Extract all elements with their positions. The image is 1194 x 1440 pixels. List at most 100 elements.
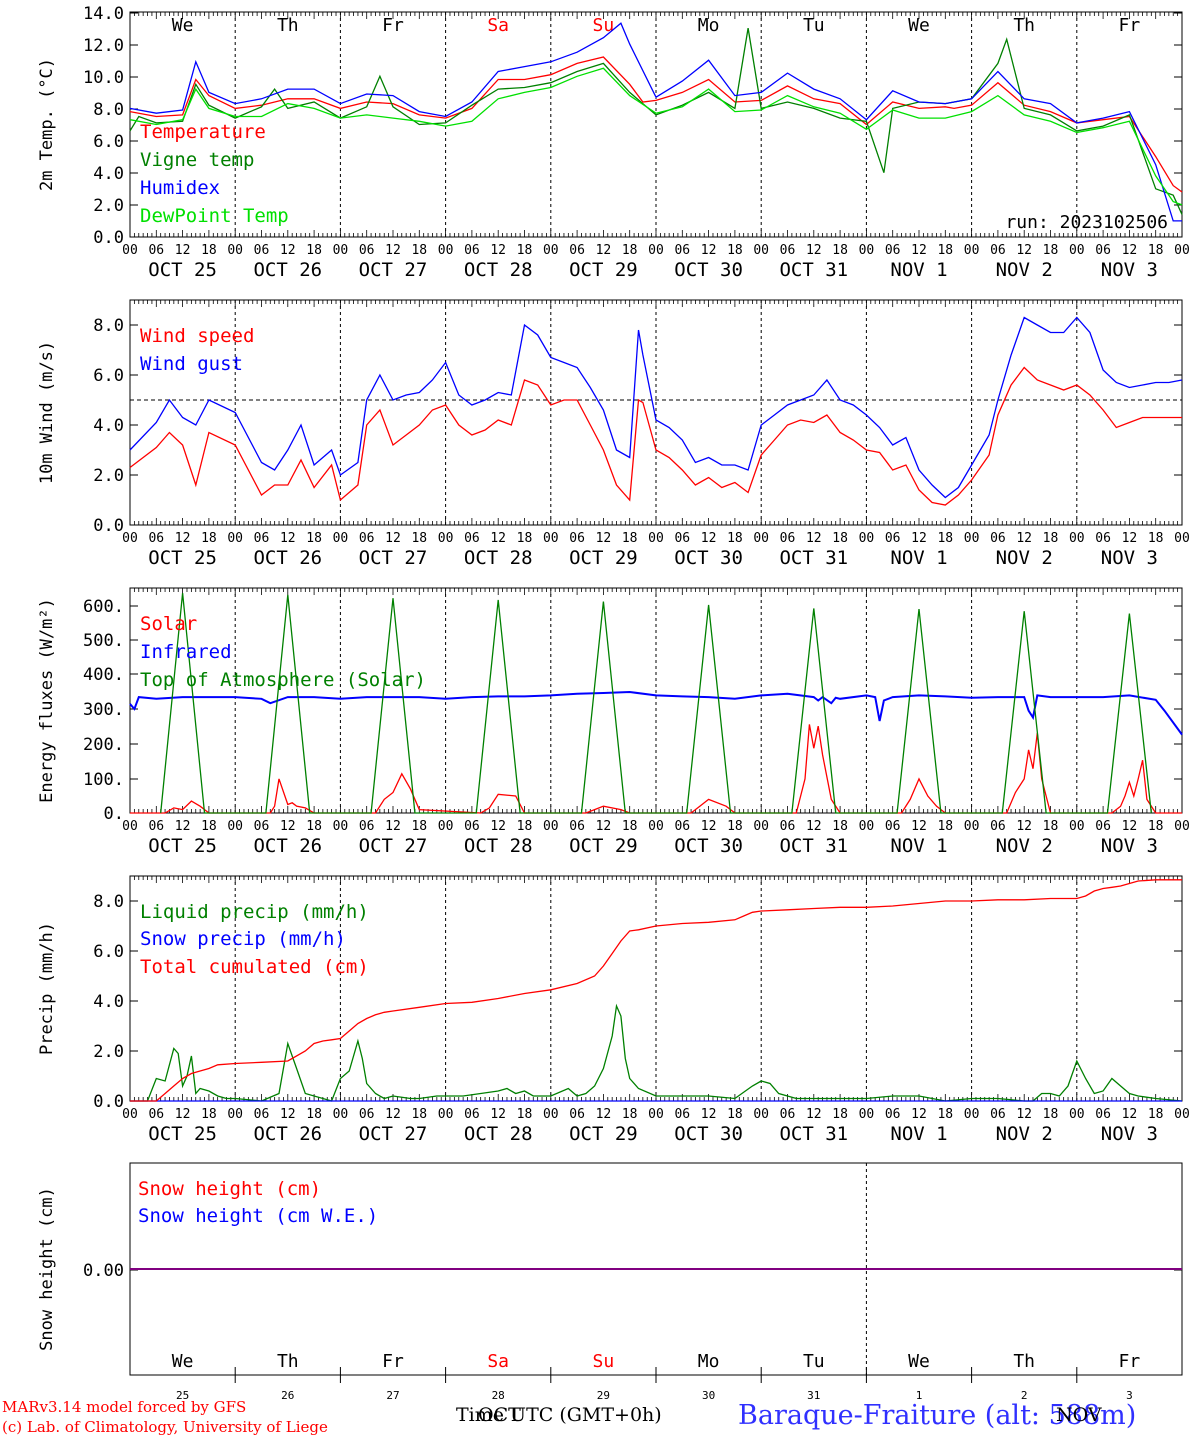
date-label: OCT 27 (359, 1123, 428, 1145)
hour-label: 12 (175, 819, 191, 834)
hour-label: 00 (1069, 243, 1085, 258)
hour-label: 18 (411, 243, 427, 258)
weekday-label: Mo (698, 1351, 720, 1372)
hour-label: 00 (543, 531, 559, 546)
hour-label: 06 (674, 1107, 690, 1122)
hour-label: 06 (254, 243, 270, 258)
date-label: NOV 3 (1101, 547, 1158, 569)
series-line-2 (129, 22, 1182, 222)
hour-label: 12 (596, 819, 612, 834)
hour-label: 06 (464, 819, 480, 834)
hour-label: 12 (806, 819, 822, 834)
date-label: NOV 3 (1101, 835, 1158, 857)
hour-label: 00 (333, 531, 349, 546)
y-tick-label: 2.0 (93, 196, 124, 216)
date-label: OCT 25 (148, 835, 217, 857)
date-label: NOV 1 (890, 259, 947, 281)
legend-entry: Infrared (140, 641, 232, 663)
hour-label: 00 (1174, 531, 1190, 546)
hour-label: 00 (859, 1107, 875, 1122)
y-tick-label: 100. (83, 770, 124, 790)
hour-label: 18 (832, 531, 848, 546)
hour-label: 18 (1043, 531, 1059, 546)
hour-label: 00 (1069, 531, 1085, 546)
hour-label: 12 (1122, 531, 1138, 546)
weekday-label: Su (593, 1351, 615, 1372)
series-line-1 (129, 27, 1183, 215)
date-label: NOV 2 (996, 835, 1053, 857)
series-line-2 (130, 879, 1182, 1102)
y-tick-label: 4.0 (93, 164, 124, 184)
hour-label: 06 (359, 819, 375, 834)
hour-label: 18 (832, 243, 848, 258)
y-tick-label: 400. (83, 665, 124, 685)
hour-label: 18 (517, 531, 533, 546)
hour-label: 00 (753, 819, 769, 834)
hour-label: 12 (596, 243, 612, 258)
date-label: NOV 1 (890, 1123, 947, 1145)
date-label: OCT 31 (779, 835, 848, 857)
date-label: NOV 2 (996, 547, 1053, 569)
legend-entry: Solar (140, 613, 197, 635)
hour-label: 06 (254, 531, 270, 546)
hour-label: 12 (596, 1107, 612, 1122)
hour-label: 00 (964, 1107, 980, 1122)
hour-label: 06 (464, 1107, 480, 1122)
y-tick-label: 0.0 (93, 228, 124, 248)
hour-label: 18 (517, 1107, 533, 1122)
hour-label: 06 (674, 819, 690, 834)
hour-label: 06 (359, 531, 375, 546)
date-label: OCT 30 (674, 547, 743, 569)
panel-frame (129, 299, 1183, 526)
hour-label: 12 (490, 1107, 506, 1122)
hour-label: 00 (122, 819, 138, 834)
hour-label: 12 (280, 1107, 296, 1122)
weekday-label: We (908, 15, 930, 36)
hour-label: 18 (832, 819, 848, 834)
legend-entry: Temperature (140, 121, 266, 143)
hour-label: 18 (622, 1107, 638, 1122)
date-label: OCT 30 (674, 259, 743, 281)
hour-label: 00 (753, 1107, 769, 1122)
model-credit: MARv3.14 model forced by GFS (2, 1398, 247, 1416)
hour-label: 18 (411, 1107, 427, 1122)
hour-label: 12 (1016, 1107, 1032, 1122)
hour-label: 12 (1016, 531, 1032, 546)
y-tick-label: 6.0 (93, 942, 124, 962)
hour-label: 12 (490, 243, 506, 258)
hour-label: 00 (122, 243, 138, 258)
y-tick-label: 500. (83, 631, 124, 651)
hour-label: 00 (333, 819, 349, 834)
hour-label: 18 (1043, 243, 1059, 258)
hour-label: 00 (122, 1107, 138, 1122)
weekday-label: Fr (1119, 1351, 1141, 1372)
hour-label: 00 (227, 531, 243, 546)
hour-label: 00 (333, 1107, 349, 1122)
hour-label: 06 (780, 819, 796, 834)
y-tick-label: 0.0 (93, 516, 124, 536)
y-tick-label: 0.0 (93, 1092, 124, 1112)
date-label: OCT 25 (148, 259, 217, 281)
hour-label: 12 (701, 243, 717, 258)
hour-label: 06 (359, 243, 375, 258)
hour-label: 18 (1148, 531, 1164, 546)
y-tick-label: 8.0 (93, 316, 124, 336)
hour-label: 12 (490, 531, 506, 546)
legend-entry: Humidex (140, 177, 220, 199)
hour-label: 00 (859, 531, 875, 546)
hour-label: 06 (990, 819, 1006, 834)
y-tick-label: 6.0 (93, 366, 124, 386)
legend-entry: Snow precip (mm/h) (140, 928, 346, 950)
day-number-label: 25 (176, 1389, 189, 1402)
hour-label: 18 (201, 531, 217, 546)
hour-label: 12 (385, 243, 401, 258)
hour-label: 12 (1122, 243, 1138, 258)
hour-label: 18 (1148, 1107, 1164, 1122)
hour-label: 12 (806, 243, 822, 258)
y-tick-label: 8.0 (93, 100, 124, 120)
hour-label: 12 (385, 1107, 401, 1122)
date-label: OCT 26 (253, 1123, 322, 1145)
weekday-label: Fr (1119, 15, 1141, 36)
weekday-label: Sa (487, 15, 509, 36)
